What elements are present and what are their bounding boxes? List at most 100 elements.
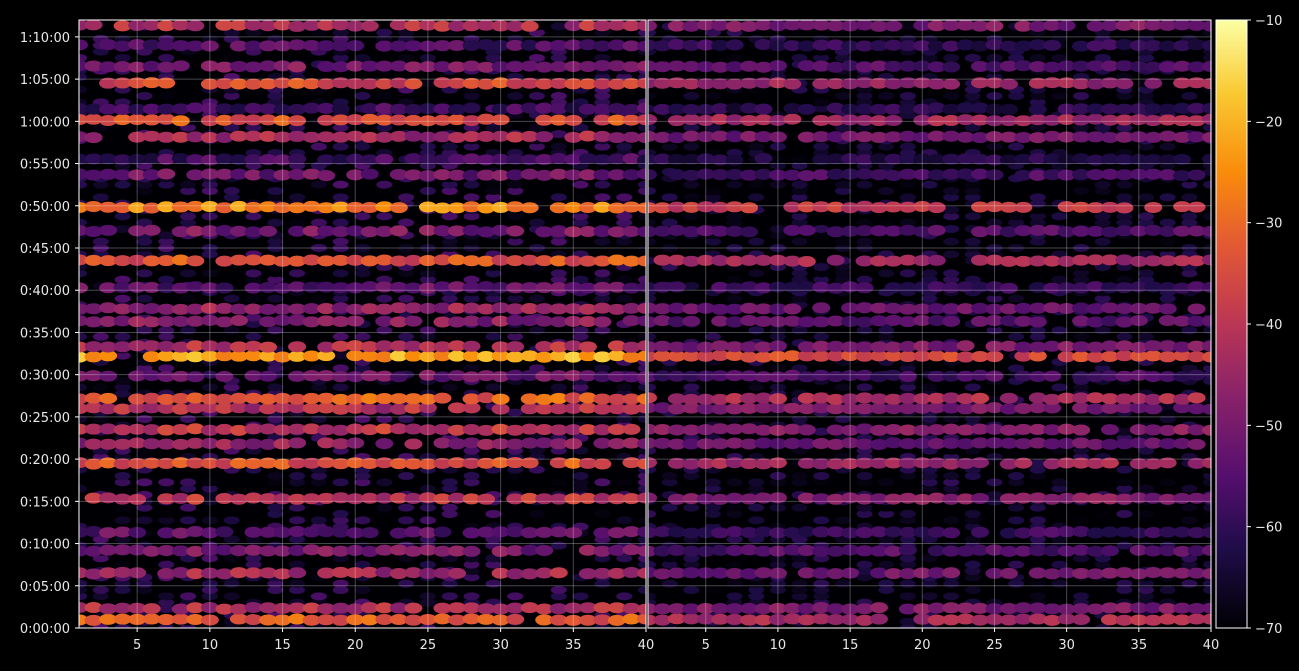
heatmap-cell [748, 193, 765, 202]
heatmap-cell [462, 493, 481, 505]
heatmap-cell [593, 527, 612, 539]
heatmap-cell [637, 226, 646, 238]
heatmap-cell [999, 493, 1018, 505]
heatmap-cell [696, 201, 715, 213]
heatmap-cell [215, 114, 234, 126]
heatmap-cell [898, 60, 917, 72]
heatmap-cell [913, 169, 932, 181]
heatmap-cell [607, 153, 626, 165]
heatmap-cell [927, 457, 946, 469]
heatmap-cell [942, 493, 961, 505]
heatmap-cell [99, 201, 118, 213]
heatmap-cell [1202, 568, 1211, 580]
heatmap-cell [114, 351, 131, 360]
heatmap-cell [520, 423, 539, 435]
heatmap-cell [389, 602, 408, 614]
heatmap-cell [1115, 350, 1134, 362]
heatmap-cell [1029, 592, 1046, 601]
heatmap-cell [128, 202, 147, 214]
heatmap-cell [841, 103, 860, 115]
heatmap-cell [855, 527, 874, 539]
heatmap-cell [1144, 492, 1163, 504]
heatmap-cell [332, 54, 349, 62]
heatmap-cell [229, 40, 248, 52]
heatmap-cell [375, 78, 394, 90]
heatmap-cell [884, 568, 903, 580]
heatmap-cell [404, 567, 423, 579]
y-tick-label: 0:50:00 [20, 200, 70, 215]
heatmap-cell [128, 567, 147, 579]
heatmap-cell [943, 269, 960, 278]
heatmap-cell [477, 370, 496, 382]
heatmap-cell [696, 567, 715, 579]
heatmap-cell [375, 303, 394, 315]
heatmap-cell [1173, 438, 1192, 450]
heatmap-cell [128, 103, 147, 115]
heatmap-cell [1028, 341, 1047, 353]
heatmap-cell [1173, 60, 1192, 72]
heatmap-cell [884, 153, 903, 165]
heatmap-cell [136, 326, 153, 335]
heatmap-cell [855, 131, 874, 143]
heatmap-cell [1086, 20, 1105, 32]
heatmap-cell [229, 613, 248, 625]
heatmap-cell [578, 392, 597, 404]
heatmap-cell [404, 438, 423, 450]
heatmap-cell [84, 60, 103, 72]
heatmap-cell [404, 130, 423, 142]
heatmap-cell [1100, 168, 1119, 180]
heatmap-cell [113, 458, 132, 470]
heatmap-cell [462, 350, 481, 362]
heatmap-cell [1043, 370, 1062, 382]
heatmap-cell [607, 102, 626, 114]
heatmap-cell [477, 392, 496, 404]
heatmap-cell [201, 491, 218, 499]
heatmap-cell [616, 275, 633, 284]
heatmap-cell [898, 392, 917, 404]
heatmap-cell [921, 294, 938, 303]
heatmap-cell [550, 130, 567, 138]
heatmap-cell [956, 168, 975, 180]
heatmap-cell [267, 472, 284, 480]
heatmap-cell [245, 320, 262, 328]
heatmap-cell [999, 424, 1018, 436]
heatmap-cell [462, 39, 481, 51]
heatmap-cell [142, 351, 161, 363]
heatmap-cell [506, 613, 525, 625]
heatmap-cell [1116, 586, 1133, 594]
heatmap-cell [79, 39, 88, 51]
heatmap-cell [288, 20, 307, 32]
heatmap-cell [550, 92, 567, 100]
heatmap-cell [1094, 237, 1111, 246]
heatmap-cell [813, 472, 830, 480]
heatmap-cell [1008, 332, 1025, 341]
heatmap-cell [826, 20, 845, 32]
heatmap-cell [637, 458, 646, 470]
heatmap-cell [1086, 568, 1105, 580]
heatmap-cell [1094, 510, 1111, 518]
heatmap-cell [288, 169, 307, 181]
heatmap-cell [971, 457, 990, 469]
heatmap-cell [158, 92, 175, 100]
heatmap-cell [418, 351, 437, 363]
heatmap-cell [834, 275, 851, 284]
heatmap-cell [1202, 340, 1211, 352]
heatmap-cell [943, 472, 960, 480]
heatmap-cell [1202, 403, 1211, 415]
heatmap-cell [302, 602, 321, 614]
heatmap-cell [1187, 169, 1206, 181]
heatmap-cell [711, 403, 730, 415]
heatmap-cell [186, 351, 205, 363]
heatmap-cell [419, 142, 436, 151]
heatmap-cell [549, 424, 568, 436]
heatmap-cell [1014, 115, 1033, 127]
heatmap-cell [92, 237, 109, 246]
heatmap-cell [594, 237, 611, 246]
heatmap-cell [638, 478, 646, 487]
heatmap-cell [550, 22, 567, 31]
heatmap-cell [964, 383, 981, 392]
heatmap-cell [433, 423, 452, 435]
heatmap-cell [79, 484, 87, 493]
heatmap-cell [971, 132, 990, 144]
heatmap-cell [549, 114, 568, 126]
